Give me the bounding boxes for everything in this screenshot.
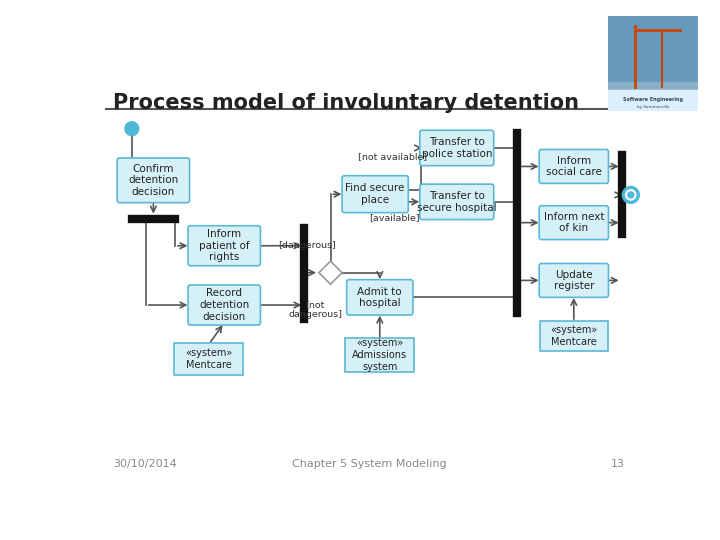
Text: 13: 13 xyxy=(611,459,625,469)
Text: Update
register: Update register xyxy=(554,269,594,291)
Text: Transfer to
police station: Transfer to police station xyxy=(421,137,492,159)
Text: [available]: [available] xyxy=(369,213,420,221)
Text: 30/10/2014: 30/10/2014 xyxy=(113,459,177,469)
Text: Software Engineering: Software Engineering xyxy=(624,97,683,102)
FancyBboxPatch shape xyxy=(539,150,608,184)
Circle shape xyxy=(628,192,634,198)
Polygon shape xyxy=(319,261,342,284)
Circle shape xyxy=(622,186,639,204)
Text: Process model of involuntary detention: Process model of involuntary detention xyxy=(113,93,580,113)
Text: Transfer to
secure hospital: Transfer to secure hospital xyxy=(417,191,497,213)
Circle shape xyxy=(626,190,636,200)
Text: Inform
patient of
rights: Inform patient of rights xyxy=(199,229,250,262)
Text: «system»
Mentcare: «system» Mentcare xyxy=(550,325,598,347)
FancyBboxPatch shape xyxy=(346,280,413,315)
Text: Inform
social care: Inform social care xyxy=(546,156,602,177)
Circle shape xyxy=(125,122,139,136)
FancyBboxPatch shape xyxy=(117,158,189,202)
FancyBboxPatch shape xyxy=(539,206,608,240)
FancyBboxPatch shape xyxy=(540,321,608,351)
Text: by Sommerville: by Sommerville xyxy=(637,105,670,109)
FancyBboxPatch shape xyxy=(420,184,494,220)
Text: [not available]: [not available] xyxy=(358,152,427,161)
Text: [dangerous]: [dangerous] xyxy=(279,241,336,249)
FancyBboxPatch shape xyxy=(188,226,261,266)
FancyBboxPatch shape xyxy=(174,343,243,375)
Text: Chapter 5 System Modeling: Chapter 5 System Modeling xyxy=(292,459,446,469)
FancyBboxPatch shape xyxy=(420,130,494,166)
Text: Inform next
of kin: Inform next of kin xyxy=(544,212,604,233)
Text: Record
detention
decision: Record detention decision xyxy=(199,288,249,322)
Text: [not
dangerous]: [not dangerous] xyxy=(288,300,342,319)
FancyBboxPatch shape xyxy=(342,176,408,213)
Text: Confirm
detention
decision: Confirm detention decision xyxy=(128,164,179,197)
Text: Find secure
place: Find secure place xyxy=(346,184,405,205)
Text: «system»
Mentcare: «system» Mentcare xyxy=(185,348,233,370)
FancyBboxPatch shape xyxy=(539,264,608,298)
Text: Admit to
hospital: Admit to hospital xyxy=(357,287,402,308)
Text: «system»
Admissions
system: «system» Admissions system xyxy=(352,339,408,372)
FancyBboxPatch shape xyxy=(345,338,415,372)
Bar xyxy=(608,90,698,111)
Bar xyxy=(608,82,698,111)
FancyBboxPatch shape xyxy=(188,285,261,325)
